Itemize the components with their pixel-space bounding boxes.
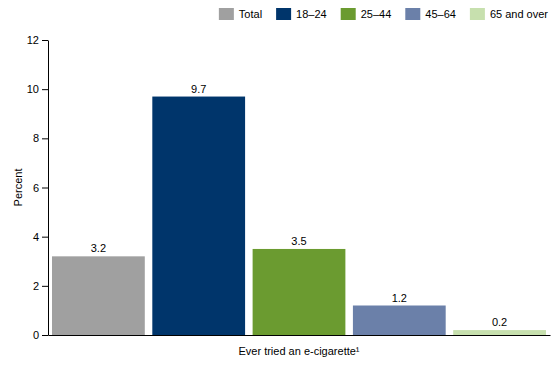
y-tick-mark — [42, 188, 48, 189]
legend: Total 18–24 25–44 45–64 65 and over — [219, 8, 548, 20]
y-tick-mark — [42, 40, 48, 41]
bars — [52, 97, 546, 335]
y-tick-mark — [42, 237, 48, 238]
y-axis-title: Percent — [12, 169, 24, 207]
data-label: 9.7 — [191, 83, 206, 95]
legend-swatch — [276, 8, 291, 20]
y-tick: 12 — [27, 34, 48, 46]
y-tick: 2 — [33, 280, 48, 292]
data-label: 3.5 — [291, 235, 306, 247]
legend-swatch — [405, 8, 420, 20]
y-tick-label: 10 — [27, 83, 39, 95]
legend-swatch — [470, 8, 485, 20]
legend-item: 65 and over — [470, 8, 548, 20]
legend-label: Total — [239, 8, 262, 20]
bar — [253, 249, 346, 335]
x-tick: Ever tried an e-cigarette¹ — [238, 335, 359, 357]
y-tick-label: 2 — [33, 280, 39, 292]
bar — [52, 256, 145, 335]
y-tick-label: 6 — [33, 182, 39, 194]
y-tick-label: 4 — [33, 231, 39, 243]
legend-item: 45–64 — [405, 8, 456, 20]
data-labels: 3.2 9.7 3.5 1.2 0.2 — [91, 83, 507, 329]
y-tick-mark — [42, 335, 48, 336]
legend-label: 65 and over — [490, 8, 548, 20]
legend-swatch — [341, 8, 356, 20]
y-tick: 8 — [33, 132, 48, 144]
y-tick-mark — [42, 89, 48, 90]
legend-label: 18–24 — [296, 8, 327, 20]
legend-item: 25–44 — [341, 8, 392, 20]
y-tick-label: 12 — [27, 34, 39, 46]
data-label: 3.2 — [91, 242, 106, 254]
y-axis: 0 2 4 6 8 10 12 — [27, 34, 49, 341]
y-tick: 4 — [33, 231, 48, 243]
y-tick-mark — [42, 286, 48, 287]
y-axis-line — [48, 41, 49, 336]
legend-item: Total — [219, 8, 262, 20]
data-label: 1.2 — [392, 292, 407, 304]
bar — [353, 306, 446, 336]
y-tick: 10 — [27, 83, 48, 95]
y-tick: 6 — [33, 182, 48, 194]
legend-item: 18–24 — [276, 8, 327, 20]
data-label: 0.2 — [492, 316, 507, 328]
bar — [152, 97, 245, 335]
y-tick-mark — [42, 138, 48, 139]
bar — [453, 330, 546, 335]
y-tick: 0 — [33, 329, 48, 341]
legend-label: 25–44 — [361, 8, 392, 20]
legend-swatch — [219, 8, 234, 20]
chart: 3.2 9.7 3.5 1.2 0.2 0 2 4 6 8 10 12 Ever tried an e-… — [0, 0, 560, 370]
legend-label: 45–64 — [425, 8, 456, 20]
x-axis: Ever tried an e-cigarette¹ — [49, 335, 551, 357]
x-axis-line — [49, 335, 551, 336]
y-tick-label: 0 — [33, 329, 39, 341]
y-tick-label: 8 — [33, 132, 39, 144]
x-tick-label: Ever tried an e-cigarette¹ — [238, 345, 359, 357]
